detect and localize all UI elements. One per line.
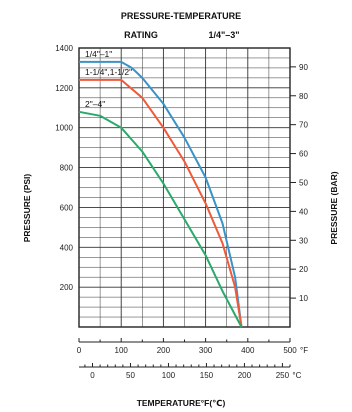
y-tick-label-bar: 50	[299, 178, 308, 187]
x-tick-label-f: 100	[115, 346, 129, 355]
x-tick-label-c: 200	[238, 371, 252, 380]
series-label-2: 1-1/4",1-1/2"	[85, 67, 132, 77]
series-label-1: 1/4"–1"	[85, 49, 112, 59]
chart-title: PRESSURE-TEMPERATURE	[121, 11, 241, 21]
y-tick-label-psi: 1200	[55, 84, 73, 93]
x-tick-label-c: 150	[200, 371, 214, 380]
y-tick-label-bar: 90	[299, 63, 308, 72]
y-axis-title-left: PRESSURE (PSI)	[22, 174, 32, 243]
x-tick-label-c: 50	[126, 371, 135, 380]
y-tick-label-bar: 40	[299, 207, 308, 216]
y-tick-label-psi: 600	[60, 203, 74, 212]
y-tick-label-bar: 80	[299, 92, 308, 101]
x-tick-label-f: 0	[77, 346, 82, 355]
y-tick-label-bar: 10	[299, 294, 308, 303]
y-tick-label-psi: 200	[60, 283, 74, 292]
chart-subtitle-left: RATING	[124, 30, 158, 40]
x-tick-label-c: 250	[276, 371, 290, 380]
series-lines	[78, 60, 243, 328]
x-unit-c: °C	[292, 371, 301, 380]
series-label-3: 2"–4"	[85, 99, 105, 109]
series-line-2	[79, 78, 243, 328]
y-tick-label-bar: 60	[299, 150, 308, 159]
series-line-1	[79, 60, 243, 328]
x-tick-label-c: 0	[90, 371, 95, 380]
axes: 2004006008001000120014001020304050607080…	[55, 44, 308, 380]
x-unit-f: °F	[300, 346, 308, 355]
y-tick-label-psi: 1000	[55, 124, 73, 133]
x-tick-label-f: 200	[157, 346, 171, 355]
y-tick-label-psi: 800	[60, 164, 74, 173]
grid	[78, 47, 291, 328]
series-line-3	[78, 110, 243, 328]
y-axis-title-right: PRESSURE (BAR)	[329, 171, 339, 244]
x-tick-label-f: 500	[283, 346, 297, 355]
series-labels: 1/4"–1" 1-1/4",1-1/2" 2"–4"	[85, 49, 132, 109]
x-tick-label-c: 100	[162, 371, 176, 380]
chart-subtitle-right: 1/4"–3"	[208, 30, 239, 40]
x-tick-label-f: 400	[241, 346, 255, 355]
y-tick-label-bar: 20	[299, 265, 308, 274]
y-tick-label-bar: 70	[299, 121, 308, 130]
y-tick-label-psi: 1400	[55, 44, 73, 53]
x-tick-label-f: 300	[199, 346, 213, 355]
y-tick-label-bar: 30	[299, 236, 308, 245]
x-axis-title: TEMPERATURE°F(℃)	[137, 398, 226, 408]
y-tick-label-psi: 400	[60, 243, 74, 252]
